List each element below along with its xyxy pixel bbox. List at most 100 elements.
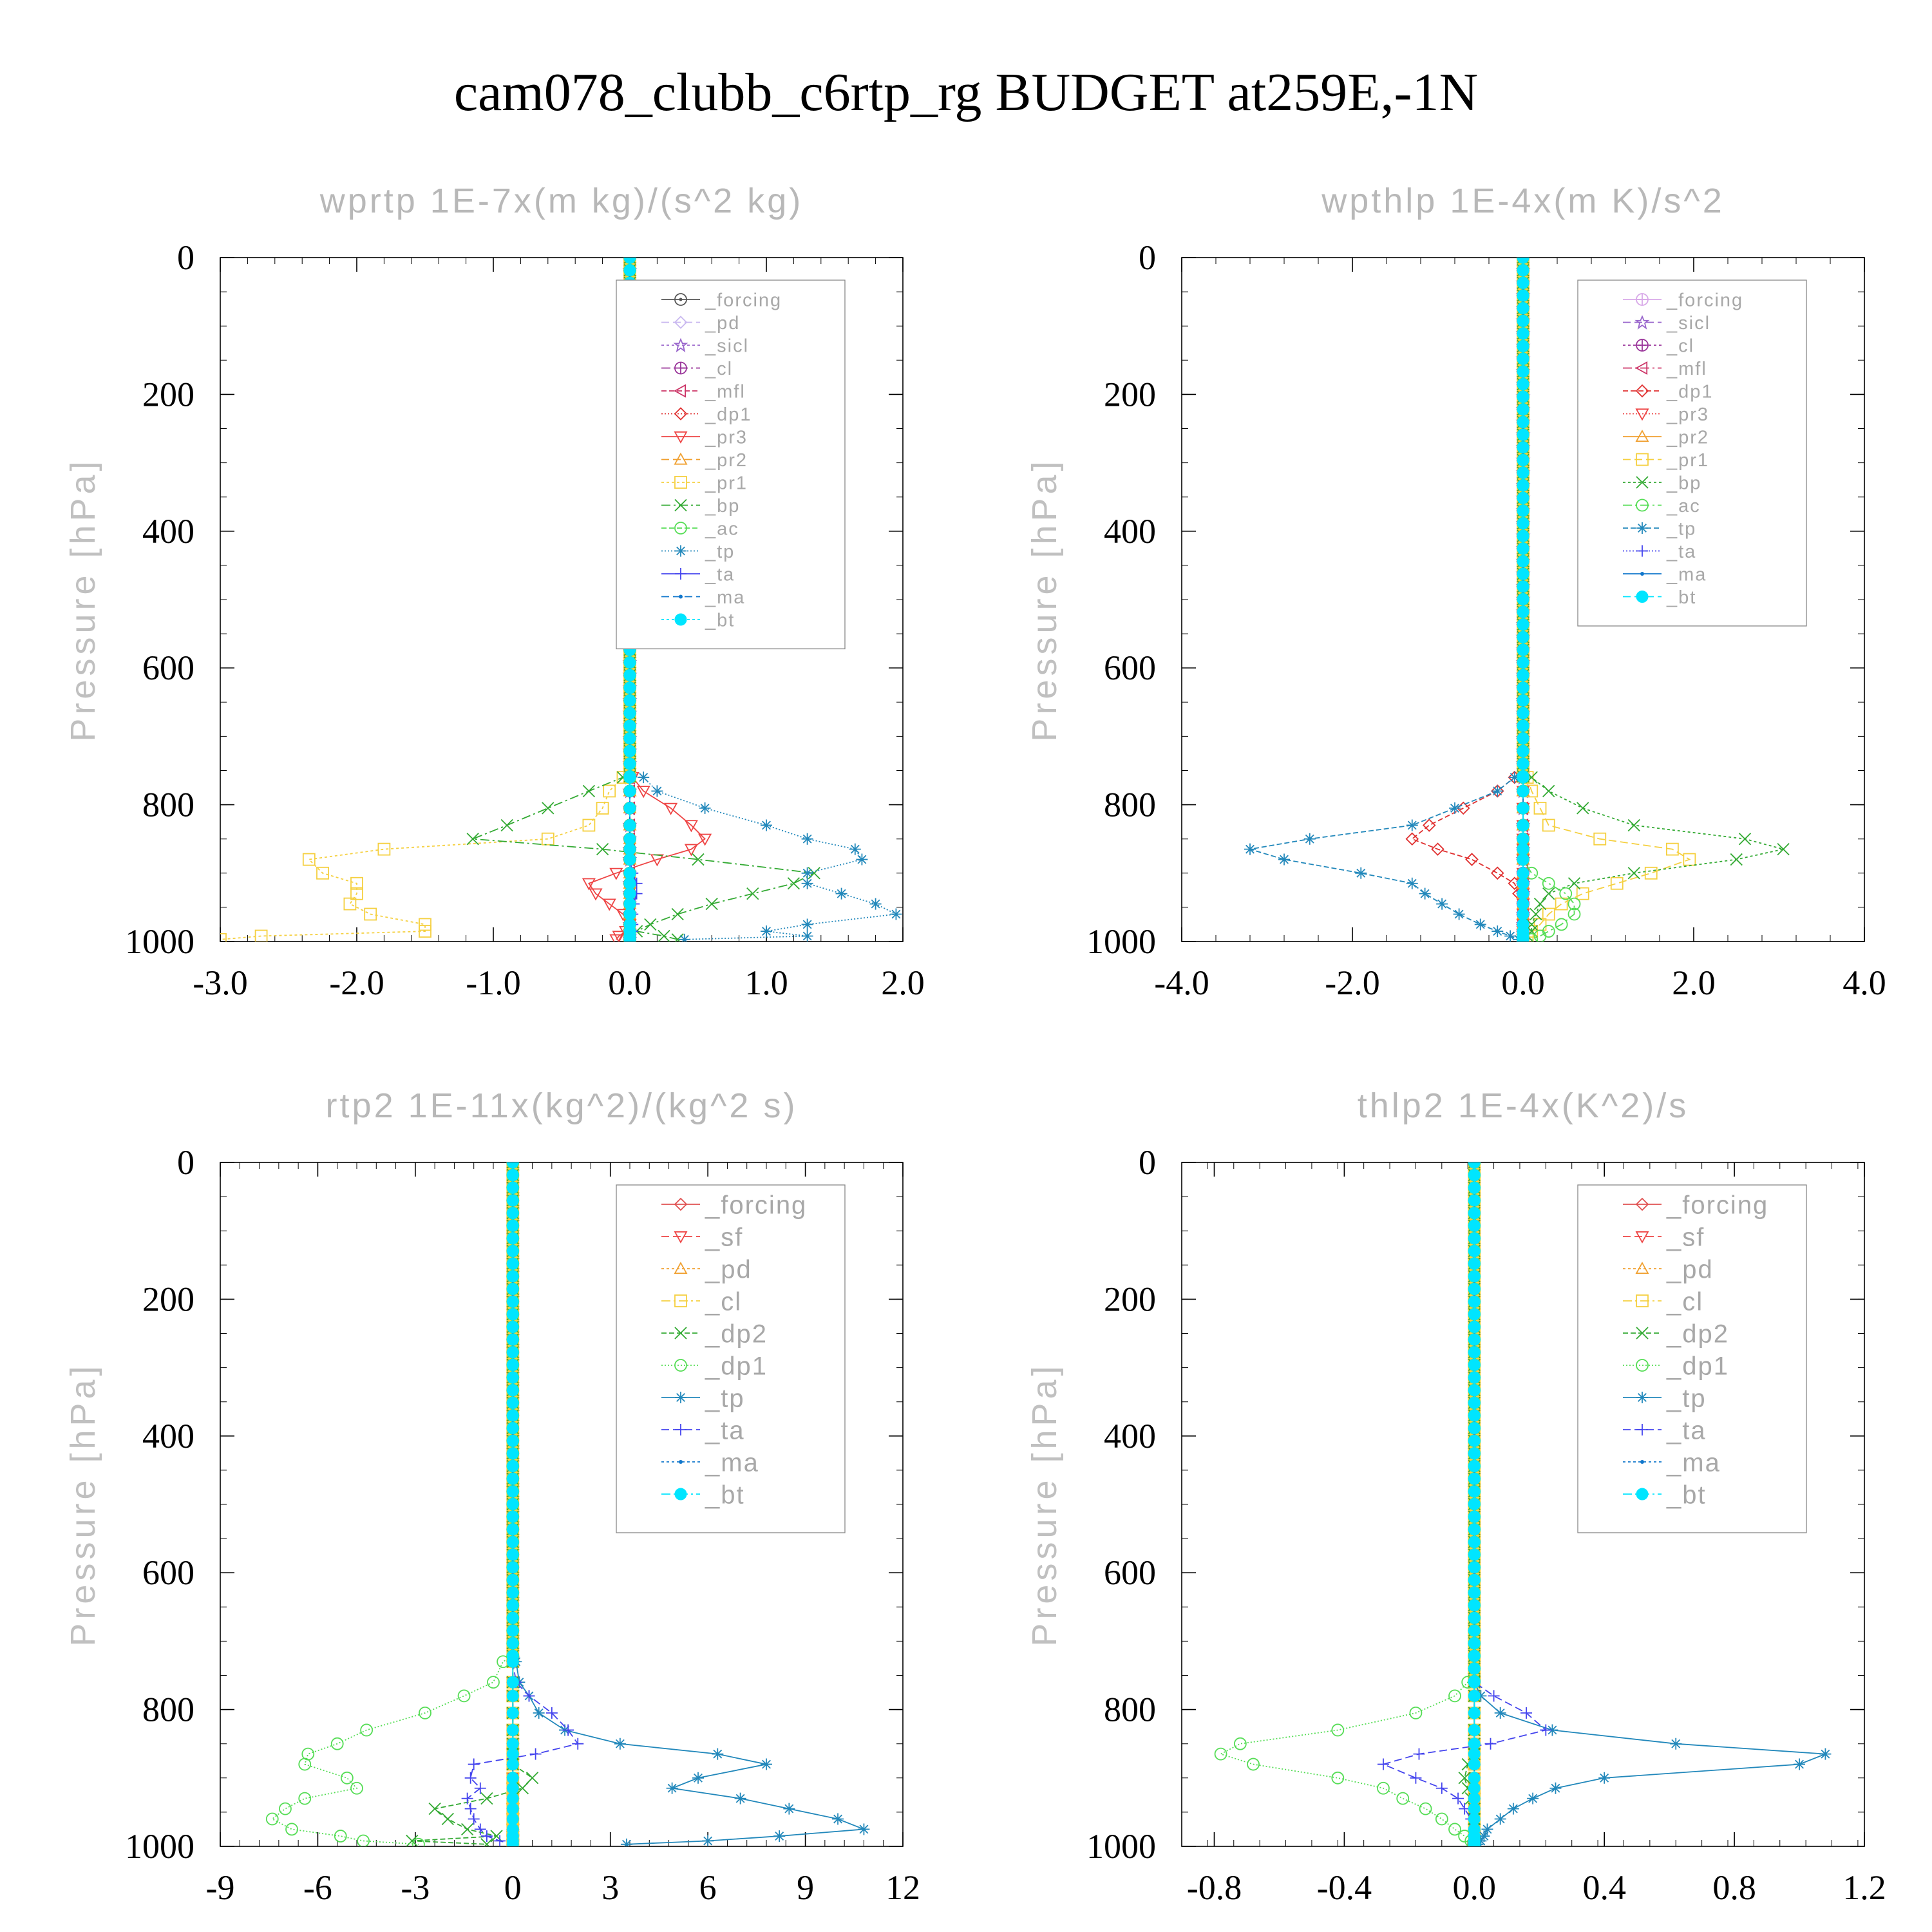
legend-item: _forcing <box>661 1191 806 1219</box>
data-point <box>316 866 329 880</box>
legend-item: _forcing <box>661 290 781 310</box>
plot-area <box>1214 1162 1832 1846</box>
data-point <box>623 719 636 732</box>
data-point <box>773 1830 786 1842</box>
data-point <box>1542 819 1555 832</box>
data-point <box>1777 842 1790 856</box>
data-point <box>1468 1169 1481 1182</box>
data-point <box>506 1523 519 1536</box>
legend-item: _dp1 <box>1623 381 1712 402</box>
data-point <box>596 842 609 856</box>
series-pr1 <box>220 258 636 942</box>
data-point <box>1530 907 1542 921</box>
data-point <box>468 1758 480 1770</box>
data-point <box>1517 453 1530 466</box>
data-point <box>506 1637 519 1650</box>
data-point <box>1468 1485 1481 1498</box>
data-point <box>1517 933 1530 942</box>
data-point <box>1468 1282 1481 1295</box>
data-point <box>506 1434 519 1447</box>
legend-marker <box>674 1231 688 1244</box>
data-point <box>254 929 268 942</box>
data-point <box>761 819 772 831</box>
legend-item: _sicl <box>661 336 748 356</box>
data-point <box>623 771 636 784</box>
data-point <box>712 1748 724 1760</box>
legend-item: _forcing <box>1623 290 1742 310</box>
data-point <box>1567 907 1581 921</box>
panel-wpthlp: wpthlp 1E-4x(m K)/s^2 Pressure [hPa] 0 200 4… <box>1025 182 1886 1002</box>
legend-label: _dp1 <box>705 1352 768 1380</box>
data-point <box>350 887 363 900</box>
legend-label: _ac <box>1666 496 1701 516</box>
legend-marker <box>1636 1359 1649 1372</box>
data-point <box>419 925 431 938</box>
data-point <box>1517 555 1530 568</box>
data-point <box>1468 1295 1481 1308</box>
data-point <box>698 833 712 846</box>
legend-label: _ma <box>705 587 745 608</box>
data-point <box>506 1782 519 1795</box>
legend-marker <box>1635 384 1649 398</box>
legend-marker <box>674 498 687 512</box>
data-point <box>1517 681 1530 694</box>
data-point <box>671 933 684 942</box>
data-point <box>658 929 670 942</box>
data-point <box>1377 1781 1390 1795</box>
x-tick-label: -3 <box>401 1868 430 1907</box>
data-point <box>572 1738 584 1750</box>
panel-title: rtp2 1E-11x(kg^2)/(kg^2 s) <box>326 1086 798 1125</box>
data-point <box>1468 1371 1481 1384</box>
data-point <box>461 1792 473 1804</box>
data-point <box>1517 656 1530 669</box>
legend-label: _bp <box>705 496 740 516</box>
data-point <box>506 1257 519 1270</box>
data-point <box>506 1422 519 1435</box>
data-point <box>1517 264 1530 277</box>
data-point <box>623 264 636 277</box>
data-point <box>1494 1813 1506 1825</box>
legend-marker <box>1636 339 1649 352</box>
x-tick-label: 3 <box>601 1868 619 1907</box>
data-point <box>487 1676 500 1689</box>
data-point <box>1819 1748 1832 1760</box>
data-point <box>1627 819 1640 832</box>
series-line <box>1410 258 1524 940</box>
data-point <box>1517 592 1530 605</box>
data-point <box>636 786 650 799</box>
data-point <box>506 1561 519 1574</box>
data-point <box>801 930 813 942</box>
y-axis-label: Pressure [hPa] <box>1025 1362 1064 1646</box>
data-point <box>480 1830 493 1842</box>
data-point <box>1468 1637 1481 1650</box>
data-point <box>1508 772 1520 784</box>
data-point <box>1468 1460 1481 1473</box>
data-point <box>1610 876 1624 890</box>
data-point <box>1303 833 1316 845</box>
data-point <box>1419 1802 1432 1815</box>
x-tick-label: 4.0 <box>1842 963 1886 1002</box>
legend-label: _pd <box>705 1255 752 1283</box>
data-point <box>614 1738 626 1750</box>
legend-marker <box>1636 1327 1649 1340</box>
legend-marker <box>1636 1392 1648 1403</box>
data-point <box>330 1737 344 1750</box>
legend-item: _dp1 <box>661 404 751 425</box>
data-point <box>506 1409 519 1422</box>
data-point <box>1627 867 1640 880</box>
data-point <box>1468 1257 1481 1270</box>
data-point <box>856 853 868 866</box>
data-point <box>1517 390 1530 403</box>
data-point <box>1517 802 1530 815</box>
y-tick-label: 1000 <box>125 1827 194 1866</box>
data-point <box>1468 1219 1481 1232</box>
data-point <box>1468 1689 1481 1702</box>
data-point <box>1517 365 1530 378</box>
data-point <box>298 1757 312 1771</box>
legend-marker <box>674 293 687 306</box>
data-point <box>582 878 596 891</box>
data-point <box>623 681 636 694</box>
data-point <box>1244 843 1256 855</box>
legend-marker <box>1636 293 1649 306</box>
data-point <box>506 1232 519 1245</box>
